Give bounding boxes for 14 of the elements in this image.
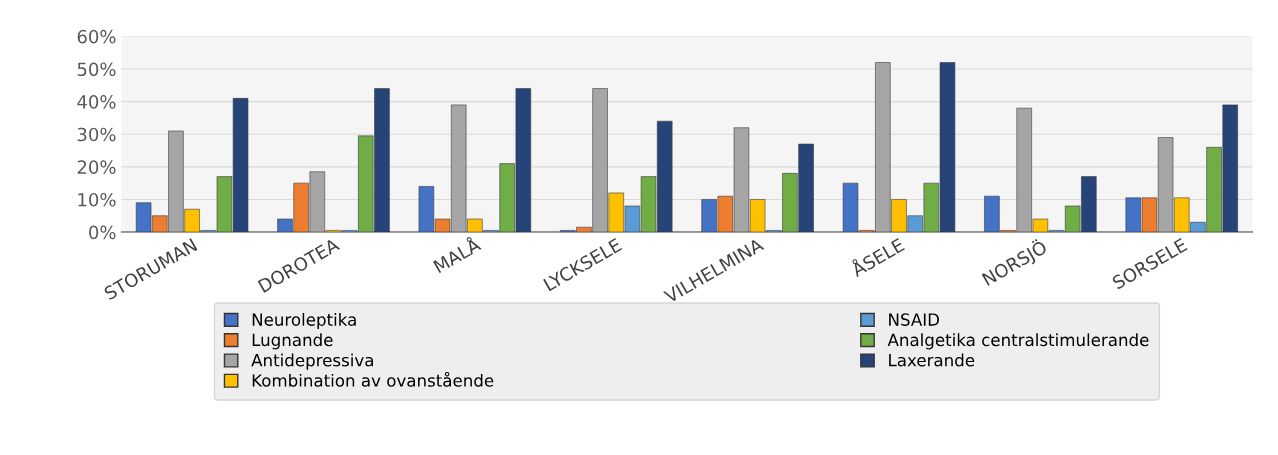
legend-label: Kombination av ovanstående	[252, 371, 494, 387]
y-tick-label: 40%	[77, 95, 116, 109]
legend-label: Antidepressiva	[251, 353, 373, 370]
y-tick-label: 20%	[77, 160, 116, 174]
y-tick-label: 10%	[78, 192, 116, 207]
y-tick-label: 0%	[89, 225, 116, 240]
legend-label: NSAID	[889, 313, 940, 326]
y-tick-label: 50%	[77, 62, 116, 77]
legend-label: Laxerande	[889, 353, 975, 367]
legend-label: Lugnande	[252, 333, 333, 350]
y-tick-label: 60%	[77, 29, 116, 44]
legend-label: Analgetika centralstimulerande	[887, 333, 1149, 350]
y-tick-label: 30%	[77, 127, 116, 142]
legend-label: Neuroleptika	[252, 312, 356, 330]
